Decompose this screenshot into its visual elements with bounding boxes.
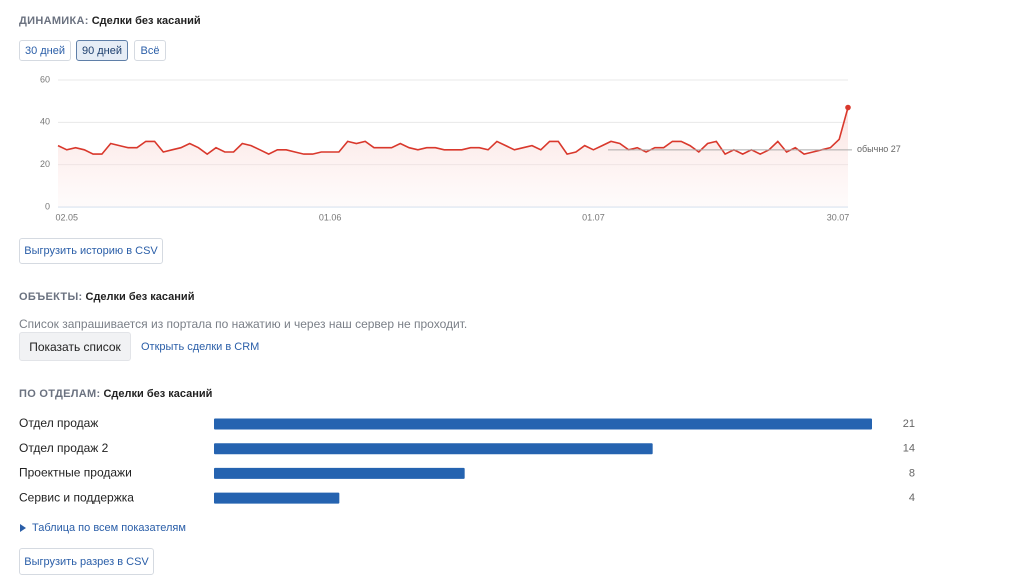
bar-chart: Отдел продаж 21 Отдел продаж 2 14 Проектные …	[19, 416, 915, 504]
bar	[214, 467, 465, 479]
x-tick-label: 02.05	[56, 212, 79, 222]
crm-link[interactable]: Открыть сделки в CRM	[141, 341, 260, 353]
section-label: ПО ОТДЕЛАМ:	[19, 388, 101, 400]
value-label: 21	[903, 418, 915, 430]
baseline-label: обычно 27	[857, 144, 901, 154]
value-label: 8	[909, 467, 915, 479]
y-tick-label: 40	[40, 117, 50, 127]
category-label: Проектные продажи	[19, 466, 132, 480]
bar	[214, 492, 340, 504]
last-point	[845, 104, 851, 111]
line	[57, 107, 849, 156]
section-title: Сделки без касаний	[103, 388, 213, 400]
section-label: ДИНАМИКА:	[19, 15, 89, 27]
section-title: Сделки без касаний	[85, 291, 195, 303]
x-tick-label: 01.07	[582, 212, 605, 222]
bar	[214, 443, 653, 455]
y-tick-label: 20	[40, 159, 50, 169]
section-title: Сделки без касаний	[91, 15, 201, 27]
period-button[interactable]: 90 дней	[76, 40, 128, 61]
section-label: ОБЪЕКТЫ:	[19, 291, 83, 303]
period-button[interactable]: 30 дней	[19, 40, 71, 61]
section-heading: ОБЪЕКТЫ: Сделки без касаний	[19, 291, 194, 303]
value-label: 14	[903, 443, 915, 455]
section-heading: ПО ОТДЕЛАМ: Сделки без касаний	[19, 388, 212, 400]
value-label: 4	[909, 492, 915, 504]
export-history-button[interactable]: Выгрузить историю в CSV	[19, 238, 163, 264]
x-tick-label: 01.06	[319, 212, 342, 222]
export-slice-button[interactable]: Выгрузить разрез в CSV	[19, 548, 154, 575]
triangle-icon	[20, 524, 26, 532]
category-label: Отдел продаж	[19, 416, 98, 430]
category-label: Отдел продаж 2	[19, 441, 109, 455]
table-link[interactable]: Таблица по всем показателям	[32, 522, 186, 534]
period-button[interactable]: Всё	[134, 40, 166, 61]
note: Список запрашивается из портала по нажат…	[19, 317, 468, 331]
y-tick-label: 0	[45, 201, 50, 211]
x-tick-label: 30.07	[827, 212, 850, 222]
show-list-button[interactable]: Показать список	[19, 332, 131, 361]
area-fill	[58, 107, 848, 207]
bar	[214, 418, 872, 430]
section-heading: ДИНАМИКА: Сделки без касаний	[19, 15, 201, 27]
line-chart: 0 20 40 60 02.05 01.06 01.07 30.07 обычно 27	[40, 74, 901, 222]
table-toggle[interactable]: Таблица по всем показателям	[19, 522, 186, 534]
y-tick-label: 60	[40, 74, 50, 84]
category-label: Сервис и поддержка	[19, 490, 134, 504]
